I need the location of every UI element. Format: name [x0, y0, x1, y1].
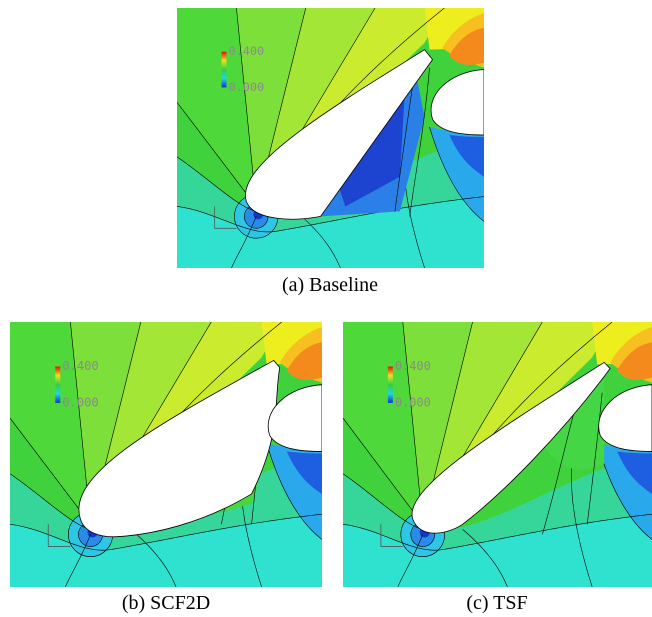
- contour-shape: [55, 367, 60, 403]
- colorbar-label: 0.000: [228, 80, 264, 94]
- contour-panel: 0.400 0.000: [177, 8, 484, 268]
- contour-panel: 0.400 0.000: [10, 322, 322, 587]
- caption: (c) TSF: [466, 592, 527, 615]
- caption: (a) Baseline: [282, 274, 378, 297]
- contour-shape: [222, 52, 227, 88]
- contour-shape: [388, 367, 393, 403]
- caption: (b) SCF2D: [122, 592, 210, 615]
- figure: (a) Baseline (b) SCF2D (c) TSF 0.400 0.00…: [0, 0, 652, 617]
- colorbar-label: 0.400: [395, 359, 431, 373]
- contour-panel: 0.400 0.000: [343, 322, 652, 587]
- colorbar-label: 0.400: [228, 44, 264, 58]
- colorbar-label: 0.000: [62, 395, 98, 409]
- colorbar-label: 0.000: [395, 395, 431, 409]
- colorbar-label: 0.400: [62, 359, 98, 373]
